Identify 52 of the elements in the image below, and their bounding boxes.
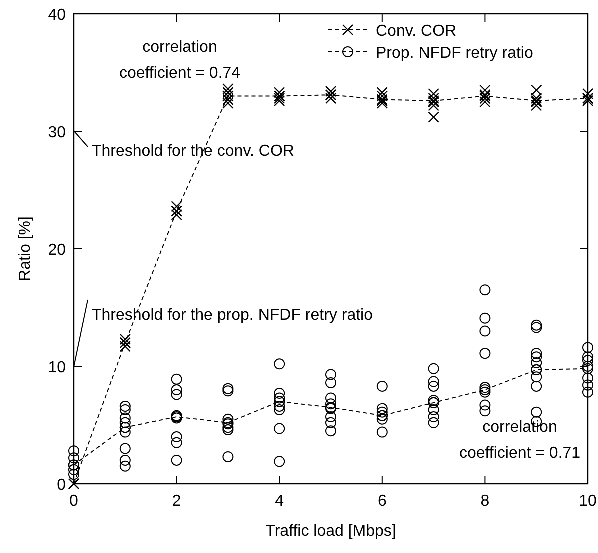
point (480, 84, 491, 96)
y-tick-label: 30 (48, 124, 66, 142)
x-tick-label: 2 (172, 493, 182, 510)
point (428, 100, 440, 112)
point (480, 93, 491, 104)
point (531, 84, 542, 96)
point (222, 417, 234, 428)
point (582, 88, 594, 100)
point (582, 95, 594, 107)
annotation: correlation coefficient = 0.74 (119, 39, 241, 82)
legend-label: Prop. NFDF retry ratio (376, 45, 534, 62)
y-axis-title: Ratio [%] (17, 216, 34, 282)
point (274, 93, 286, 104)
point (171, 209, 182, 221)
point (274, 87, 286, 98)
y-tick-label: 0 (57, 477, 66, 494)
x-tick-label: 8 (480, 493, 490, 510)
point (428, 93, 440, 104)
point (582, 363, 594, 374)
point (222, 84, 234, 95)
point (376, 98, 388, 109)
point (376, 90, 388, 102)
point (428, 88, 440, 100)
point (171, 412, 182, 423)
x-axis-title: Traffic load [Mbps] (266, 523, 396, 540)
y-tick-label: 20 (48, 242, 66, 259)
point (222, 87, 234, 98)
legend-label: Conv. COR (376, 23, 457, 40)
y-tick-label: 10 (48, 360, 66, 376)
point (120, 340, 131, 352)
annotation: Threshold for the prop. NFDF retry ratio (92, 307, 374, 324)
point (480, 384, 491, 396)
y-tick-label: 40 (48, 7, 66, 24)
point (531, 93, 542, 104)
x-tick-label: 0 (70, 493, 79, 510)
x-tick-label: 6 (378, 493, 387, 510)
annotation: correlation coefficient = 0.71 (459, 419, 581, 462)
point (120, 334, 131, 346)
point (531, 364, 542, 376)
point (428, 112, 440, 123)
point (376, 87, 388, 98)
point (326, 402, 336, 414)
annotation: Threshold for the conv. COR (92, 143, 294, 160)
point (222, 94, 234, 106)
x-tick-label: 4 (275, 493, 284, 510)
point (222, 98, 234, 109)
point (325, 86, 337, 98)
point (480, 96, 491, 108)
point (531, 100, 542, 112)
point (325, 93, 337, 104)
point (171, 201, 182, 212)
x-tick-label: 10 (579, 493, 597, 510)
